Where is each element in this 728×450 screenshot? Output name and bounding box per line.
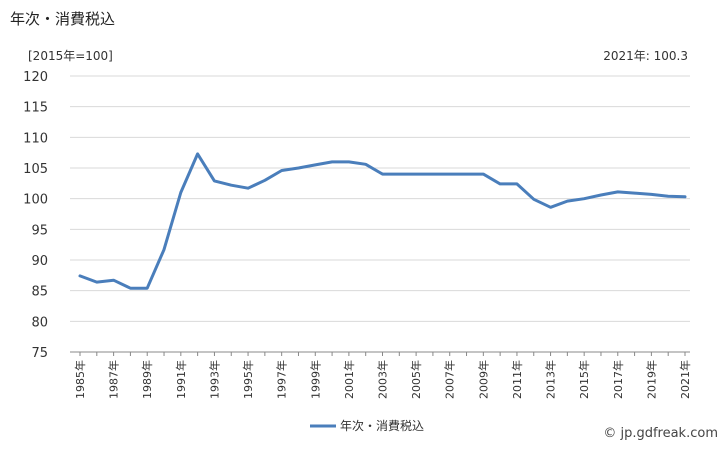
x-tick-label: 2015年 [577, 360, 591, 399]
site-credit: © jp.gdfreak.com [603, 426, 718, 441]
y-tick-label: 120 [23, 70, 48, 85]
x-tick-label: 2003年 [376, 360, 390, 399]
y-tick-label: 105 [23, 162, 48, 177]
y-tick-label: 110 [23, 131, 48, 146]
x-tick-label: 2019年 [644, 360, 658, 399]
x-tick-label: 2021年 [678, 360, 692, 399]
y-tick-label: 75 [31, 346, 48, 361]
x-tick-label: 2001年 [342, 360, 356, 399]
legend-label: 年次・消費税込 [340, 418, 424, 433]
x-tick-label: 2005年 [409, 360, 423, 399]
y-tick-label: 90 [31, 254, 48, 269]
x-tick-label: 1989年 [140, 360, 154, 399]
x-tick-label: 1987年 [107, 360, 121, 399]
y-tick-label: 115 [23, 101, 48, 116]
latest-value-label: 2021年: 100.3 [603, 49, 688, 63]
x-tick-label: 1995年 [241, 360, 255, 399]
x-tick-label: 2009年 [476, 360, 490, 399]
x-tick-label: 2007年 [443, 360, 457, 399]
y-tick-label: 80 [31, 315, 48, 330]
x-tick-label: 1997年 [275, 360, 289, 399]
x-tick-label: 2011年 [510, 360, 524, 399]
x-tick-label: 1999年 [308, 360, 322, 399]
y-tick-label: 85 [31, 285, 48, 300]
x-tick-label: 1991年 [174, 360, 188, 399]
y-tick-label: 100 [23, 193, 48, 208]
x-tick-label: 1985年 [73, 360, 87, 399]
unit-label: [2015年=100] [28, 49, 113, 63]
chart-title: 年次・消費税込 [10, 10, 116, 28]
x-tick-label: 2013年 [544, 360, 558, 399]
x-tick-label: 2017年 [611, 360, 625, 399]
y-tick-label: 95 [31, 223, 48, 238]
x-tick-label: 1993年 [207, 360, 221, 399]
series-line [78, 152, 687, 290]
